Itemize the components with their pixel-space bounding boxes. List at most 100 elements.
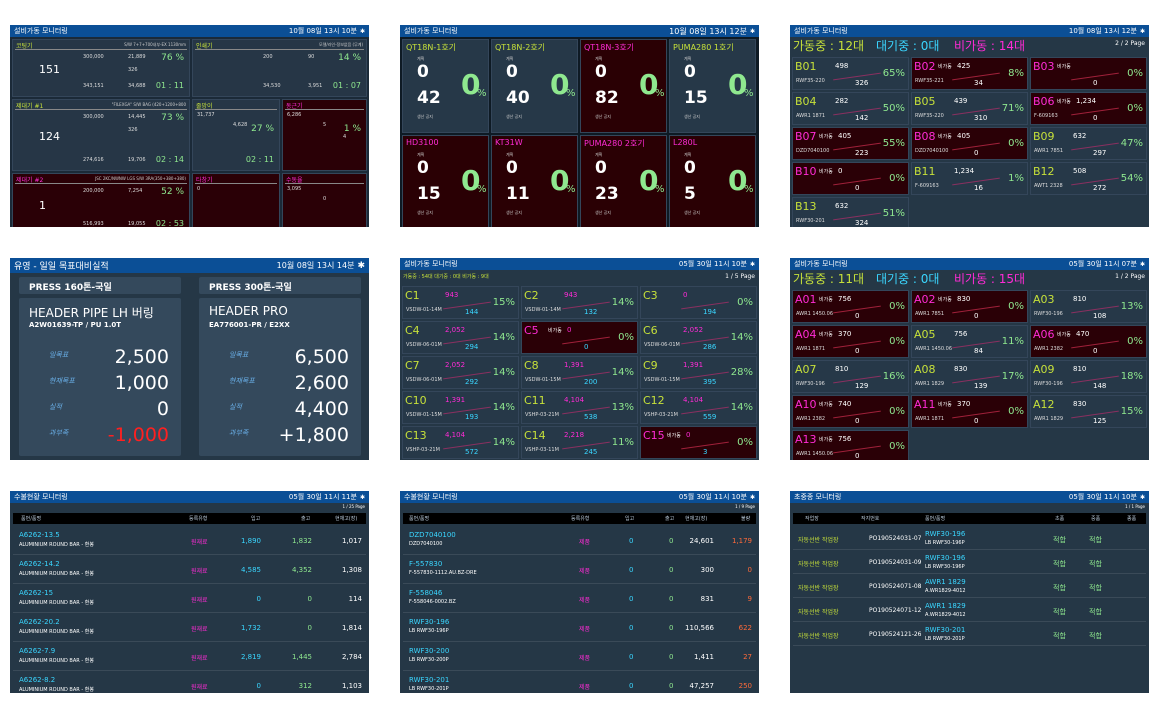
gear-icon[interactable]: ✱ [749,27,755,35]
screen-title: 설비가동 모니터링 [794,260,848,268]
table-row[interactable]: A6262-20.2 ALUMINIUM ROUND BAR - 환봉 원재료 1,7… [13,614,366,642]
table-row[interactable]: A6262-8.2 ALUMINIUM ROUND BAR - 환봉 원재료 0 312… [13,672,366,693]
table-row[interactable]: RWF30-200 LB RWF30-200P 제품 0 0 1,411 27 [403,643,756,671]
stock-qty: 1,103 [341,682,362,690]
gear-icon[interactable]: ✱ [749,493,755,501]
machine-card[interactable]: C15 비가동 0 3 0% [640,426,757,459]
machine-card[interactable]: A11 비가동 AWR1 1871 370 0 0% [911,395,1028,428]
machine-card[interactable]: B01 RWF35-220 498 326 65% [792,57,909,90]
plan-qty: 0 [595,158,607,178]
machine-card[interactable]: B10 비가동 0 0 0% [792,162,909,195]
machine-card[interactable]: 제대기 #1 "FILEXGA" S/W BAG (420+1200+800 300… [12,99,190,171]
machine-card[interactable]: 수동율 3,095 0 [282,173,367,227]
table-row[interactable]: 자동선반 작업장 PO190524031-09 RWF30-196 LB RWF30-… [793,551,1146,574]
machine-card[interactable]: C4 VSDW-06-01M 2,052 294 14% [402,321,519,354]
machine-card[interactable]: B02 비가동 RWF35-221 425 34 8% [911,57,1028,90]
machine-card[interactable]: C5 비가동 0 0 0% [521,321,638,354]
machine-card[interactable]: B06 비가동 F-609163 1,234 0 0% [1030,92,1147,125]
table-row[interactable]: RWF30-201 LB RWF30-201P 제품 0 0 47,257 250 [403,672,756,693]
machine-card[interactable]: C12 VSHP-03-21M 4,104 559 14% [640,391,757,424]
machine-card[interactable]: PUMA280 2호기 계획 0 23 0% 생산 공지 [580,135,667,227]
machine-spec: JSC 2KC/NWNW LGS S/W 3RA(350+380+380) [95,176,186,181]
gear-icon[interactable]: ✱ [359,27,365,35]
gear-icon[interactable]: ✱ [1139,260,1145,268]
table-row[interactable]: A6262-13.5 ALUMINIUM ROUND BAR - 환봉 원재료 1,8… [13,527,366,555]
gear-icon[interactable]: ✱ [359,493,365,501]
table-row[interactable]: A6262-14.2 ALUMINIUM ROUND BAR - 환봉 원재료 4,5… [13,556,366,584]
table-row[interactable]: F-557830 F-557830-1112.AU.BZ-DRE 제품 0 0 300 0 [403,556,756,584]
title-bar: 유영 - 일일 목표대비실적 10월 08일 13시 14분 ✱ [10,258,369,273]
machine-card[interactable]: C6 VSDW-06-01M 2,052 286 14% [640,321,757,354]
machine-card[interactable]: C13 VSHP-03-21M 4,104 572 14% [402,426,519,459]
machine-card[interactable]: A03 RWF30-196 810 108 13% [1030,290,1147,323]
machine-card[interactable]: B09 AWR1 7851 632 297 47% [1030,127,1147,160]
machine-card[interactable]: A04 비가동 AWR1 1871 370 0 0% [792,325,909,358]
machine-card[interactable]: B12 AWT1 2328 508 272 54% [1030,162,1147,195]
machine-card[interactable]: A06 비가동 AWR1 2382 470 0 0% [1030,325,1147,358]
machine-card[interactable]: B03 비가동 0 0% [1030,57,1147,90]
prod-qty: 0 [323,196,327,202]
machine-card[interactable]: A09 RWF30-196 810 148 18% [1030,360,1147,393]
machine-card[interactable]: 타창기 0 [192,173,280,227]
machine-card[interactable]: A05 AWR1 1450.06 756 84 11% [911,325,1028,358]
table-row[interactable]: DZD7040100 DZD7040100 제품 0 0 24,601 1,179 [403,527,756,555]
machine-card[interactable]: B04 AWR1 1871 282 142 50% [792,92,909,125]
gear-icon[interactable]: ✱ [1139,493,1145,501]
table-row[interactable]: A6262-15 ALUMINIUM ROUND BAR - 환봉 원재료 0 0 114 [13,585,366,613]
machine-card[interactable]: C8 VSDW-01-15M 1,391 200 14% [521,356,638,389]
gear-icon[interactable]: ✱ [357,260,365,271]
reg-type: 원재료 [191,597,208,604]
machine-card[interactable]: C9 VSDW-01-15M 1,391 395 28% [640,356,757,389]
machine-card[interactable]: A07 RWF30-196 810 129 16% [792,360,909,393]
table-row[interactable]: A6262-7.9 ALUMINIUM ROUND BAR - 환봉 원재료 2,81… [13,643,366,671]
machine-card[interactable]: B11 F-609163 1,234 16 1% [911,162,1028,195]
stopped-tag: 비가동 [938,134,952,140]
machine-card[interactable]: L280L 계획 0 5 0% 생산 공지 [669,135,756,227]
machine-card[interactable]: A01 비가동 AWR1 1450.06 756 0 0% [792,290,909,323]
machine-card[interactable]: B05 RWF35-220 439 310 71% [911,92,1028,125]
part-name: ALUMINIUM ROUND BAR - 환봉 [19,687,94,693]
target-qty: 1,234 [1076,97,1097,105]
gear-icon[interactable]: ✱ [1139,27,1145,35]
machine-card[interactable]: C7 VSDW-06-01M 2,052 292 14% [402,356,519,389]
machine-card[interactable]: B07 비가동 DZD7040100 405 223 55% [792,127,909,160]
target-qty: 632 [835,202,849,210]
machine-card[interactable]: A13 비가동 AWR1 1450.06 756 0 0% [792,430,909,460]
machine-card[interactable]: C1 VSDW-01-14M 943 144 15% [402,286,519,319]
machine-card[interactable]: QT18N-1호기 계획 0 42 0% 생산 공지 [402,39,489,133]
machine-card[interactable]: B08 비가동 DZD7040100 405 0 0% [911,127,1028,160]
machine-card[interactable]: 줄망이 31,737 4,628 27 % 02 : 11 [192,99,280,171]
machine-card[interactable]: QT18N-2호기 계획 0 40 0% 생산 공지 [491,39,578,133]
machine-card[interactable]: KT31W 계획 0 11 0% 생산 공지 [491,135,578,227]
divider [285,183,364,184]
gear-icon[interactable]: ✱ [749,260,755,268]
machine-card[interactable]: A12 AWR1 1829 830 125 15% [1030,395,1147,428]
machine-card[interactable]: C3 0 194 0% [640,286,757,319]
machine-card[interactable]: 코팅기 S/W 7+7+700내부-EX 1130mm 300,000 21,889 7… [12,39,190,97]
machine-card[interactable]: PUMA280 1호기 계획 0 15 0% 생산 공지 [669,39,756,133]
machine-card[interactable]: 제대기 #2 JSC 2KC/NWNW LGS S/W 3RA(350+380+3… [12,173,190,227]
defect-qty: 622 [738,624,752,632]
machine-card[interactable]: C11 VSHP-03-21M 4,104 538 13% [521,391,638,424]
rate: 0% [1127,103,1143,114]
table-row[interactable]: RWF30-196 LB RWF30-196P 제품 0 0 110,566 622 [403,614,756,642]
machine-card[interactable]: HD3100 계획 0 15 0% 생산 공지 [402,135,489,227]
machine-card[interactable]: B13 RWF30-201 632 324 51% [792,197,909,227]
table-row[interactable]: 자동선반 작업장 PO190524071-12 AWR1 1829 A.WR1829-… [793,599,1146,622]
machine-card[interactable]: QT18N-3호기 계획 0 82 0% 생산 공지 [580,39,667,133]
machine-card[interactable]: C2 VSDW-01-14M 943 132 14% [521,286,638,319]
machine-card[interactable]: A08 AWR1 1829 830 139 17% [911,360,1028,393]
machine-card[interactable]: C14 VSHP-03-11M 2,218 245 11% [521,426,638,459]
rate: 15% [492,297,515,308]
machine-card[interactable]: C10 VSDW-01-15M 1,391 193 14% [402,391,519,424]
machine-card[interactable]: 동근기 6,286 5 1 % 4 [282,99,367,171]
machine-card[interactable]: A02 비가동 AWR1 7851 830 0 0% [911,290,1028,323]
table-row[interactable]: F-558046 F-558046-0002.BZ 제품 0 0 831 9 [403,585,756,613]
machine-card[interactable]: A10 비가동 AWR1 2382 740 0 0% [792,395,909,428]
reg-type: 원재료 [191,626,208,633]
machine-card[interactable]: 인쇄기 모델/라인-정보없음 (무계) 200 90 14 % 34,530 3,951 01… [192,39,367,97]
table-row[interactable]: 자동선반 작업장 PO190524071-08 AWR1 1829 A.WR1829-… [793,575,1146,598]
table-row[interactable]: 자동선반 작업장 PO190524121-26 RWF30-201 LB RWF30-… [793,623,1146,646]
prod-qty: 223 [855,149,869,157]
table-row[interactable]: 자동선반 작업장 PO190524031-07 RWF30-196 LB RWF30-… [793,527,1146,550]
